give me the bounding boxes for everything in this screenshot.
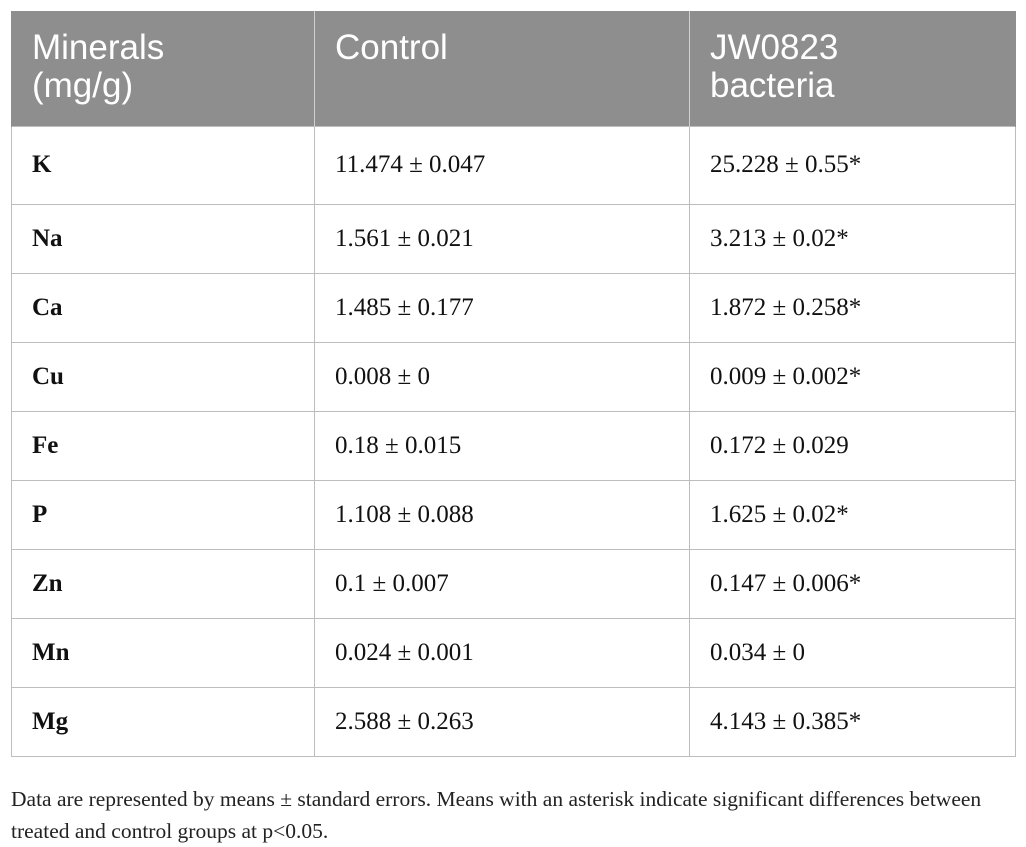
control-value-cell: 0.008 ± 0 — [314, 341, 690, 412]
minerals-table: Minerals (mg/g) Control JW0823 bacteria … — [11, 11, 1016, 757]
control-value-cell: 1.485 ± 0.177 — [314, 272, 690, 343]
control-value-cell: 0.18 ± 0.015 — [314, 410, 690, 481]
table-row: Na 1.561 ± 0.021 3.213 ± 0.02* — [11, 203, 1016, 274]
bacteria-value-cell: 1.872 ± 0.258* — [689, 272, 1016, 343]
control-value-cell: 0.1 ± 0.007 — [314, 548, 690, 619]
mineral-cell: Mn — [11, 617, 315, 688]
header-minerals: Minerals (mg/g) — [11, 11, 315, 126]
table-row: Fe 0.18 ± 0.015 0.172 ± 0.029 — [11, 410, 1016, 481]
bacteria-value-cell: 0.172 ± 0.029 — [689, 410, 1016, 481]
table-footnote: Data are represented by means ± standard… — [11, 786, 982, 843]
mineral-cell: Ca — [11, 272, 315, 343]
minerals-table-container: Minerals (mg/g) Control JW0823 bacteria … — [11, 11, 1016, 757]
table-row: Mn 0.024 ± 0.001 0.034 ± 0 — [11, 617, 1016, 688]
bacteria-value-cell: 4.143 ± 0.385* — [689, 686, 1016, 757]
table-row: Ca 1.485 ± 0.177 1.872 ± 0.258* — [11, 272, 1016, 343]
bacteria-value-cell: 25.228 ± 0.55* — [689, 125, 1016, 205]
control-value-cell: 11.474 ± 0.047 — [314, 125, 690, 205]
table-header: Minerals (mg/g) Control JW0823 bacteria — [11, 11, 1016, 126]
table-row: K 11.474 ± 0.047 25.228 ± 0.55* — [11, 125, 1016, 205]
table-row: Zn 0.1 ± 0.007 0.147 ± 0.006* — [11, 548, 1016, 619]
table-row: Mg 2.588 ± 0.263 4.143 ± 0.385* — [11, 686, 1016, 757]
bacteria-value-cell: 0.034 ± 0 — [689, 617, 1016, 688]
mineral-cell: K — [11, 125, 315, 205]
table-row: Cu 0.008 ± 0 0.009 ± 0.002* — [11, 341, 1016, 412]
bacteria-value-cell: 0.009 ± 0.002* — [689, 341, 1016, 412]
bacteria-value-cell: 1.625 ± 0.02* — [689, 479, 1016, 550]
control-value-cell: 0.024 ± 0.001 — [314, 617, 690, 688]
table-row: P 1.108 ± 0.088 1.625 ± 0.02* — [11, 479, 1016, 550]
header-row: Minerals (mg/g) Control JW0823 bacteria — [11, 11, 1016, 126]
header-jw0823-bacteria: JW0823 bacteria — [689, 11, 1016, 126]
control-value-cell: 1.108 ± 0.088 — [314, 479, 690, 550]
bacteria-value-cell: 0.147 ± 0.006* — [689, 548, 1016, 619]
mineral-cell: Cu — [11, 341, 315, 412]
table-body: K 11.474 ± 0.047 25.228 ± 0.55* Na 1.561… — [11, 125, 1016, 757]
mineral-cell: Zn — [11, 548, 315, 619]
mineral-cell: Mg — [11, 686, 315, 757]
control-value-cell: 2.588 ± 0.263 — [314, 686, 690, 757]
mineral-cell: Na — [11, 203, 315, 274]
mineral-cell: Fe — [11, 410, 315, 481]
bacteria-value-cell: 3.213 ± 0.02* — [689, 203, 1016, 274]
mineral-cell: P — [11, 479, 315, 550]
control-value-cell: 1.561 ± 0.021 — [314, 203, 690, 274]
header-control: Control — [314, 11, 690, 126]
